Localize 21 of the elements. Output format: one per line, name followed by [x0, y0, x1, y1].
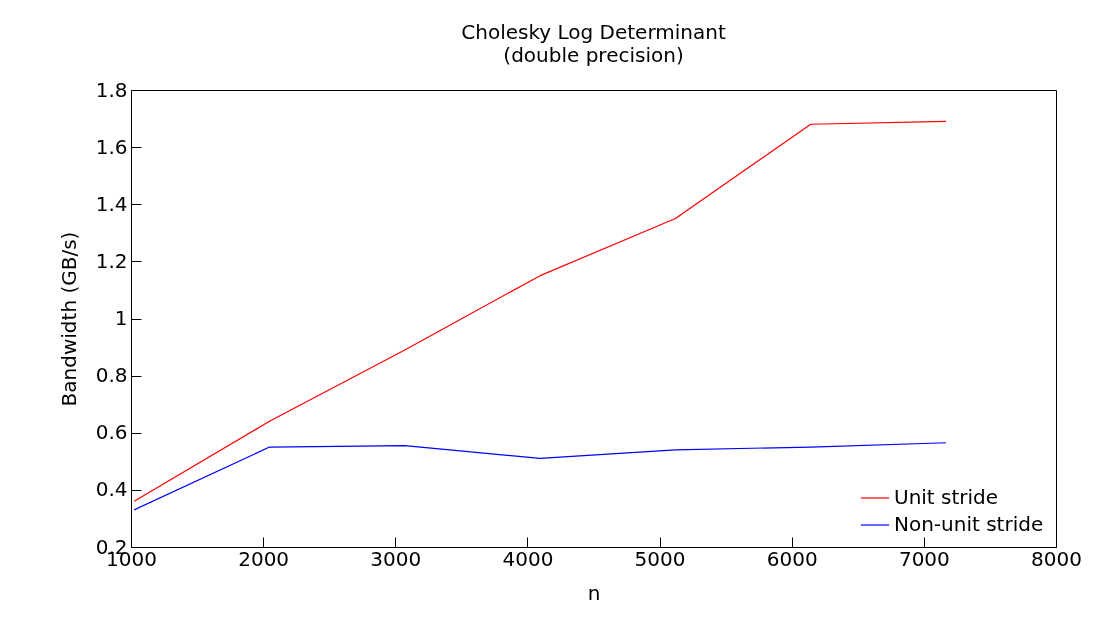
y-tick-label: 1.4 — [95, 191, 128, 216]
x-tick-label: 7000 — [898, 546, 950, 571]
chart-subtitle: (double precision) — [503, 43, 684, 67]
x-tick-label: 3000 — [370, 546, 422, 571]
y-tick-label: 0.4 — [95, 477, 128, 502]
legend-label: Unit stride — [894, 485, 999, 509]
x-tick-label: 8000 — [1031, 546, 1082, 571]
y-tick-label: 1.2 — [95, 248, 128, 273]
x-tick-label: 2000 — [238, 546, 290, 571]
chart-title: Cholesky Log Determinant — [461, 20, 726, 44]
x-tick-label: 5000 — [634, 546, 686, 571]
x-tick-label: 6000 — [766, 546, 818, 571]
legend-label: Non-unit stride — [894, 512, 1044, 536]
y-tick-label: 1.6 — [95, 134, 128, 159]
y-tick-label: 0.6 — [95, 420, 128, 445]
y-tick-label: 1.8 — [95, 77, 128, 102]
y-tick-label: 0.8 — [95, 363, 128, 388]
y-tick-label: 1 — [114, 306, 128, 330]
x-axis-title: n — [587, 580, 601, 605]
y-axis-title: Bandwidth (GB/s) — [56, 231, 81, 407]
x-tick-label: 4000 — [502, 546, 554, 571]
